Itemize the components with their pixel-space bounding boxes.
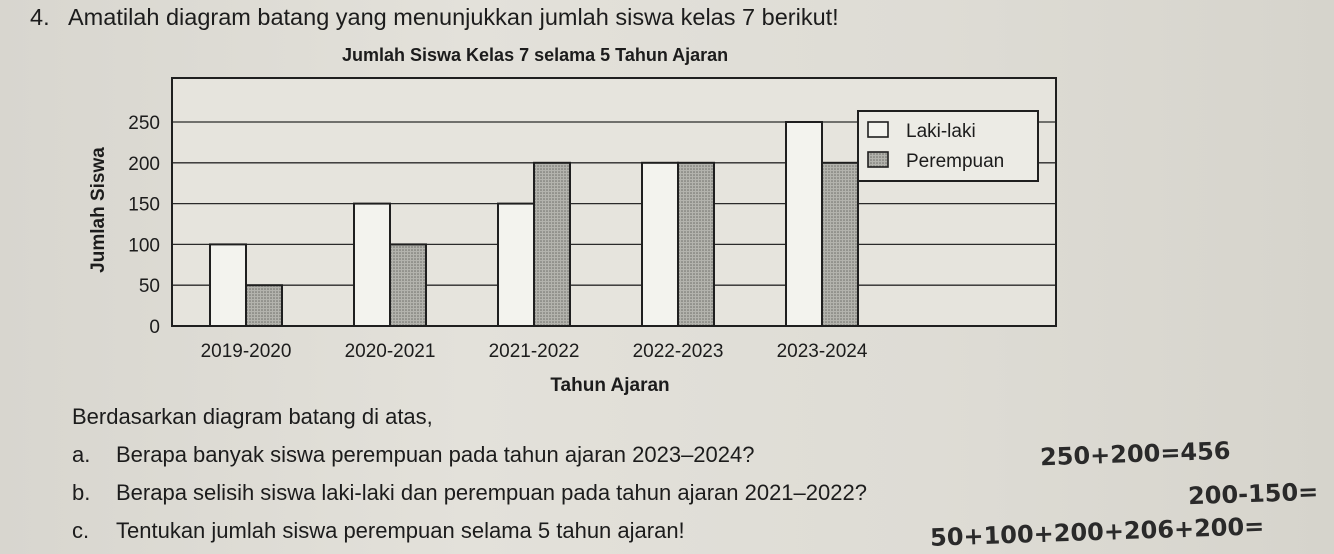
item-letter: c. — [72, 518, 90, 543]
question-item-b: b. Berapa selisih siswa laki-laki dan per… — [72, 480, 867, 506]
x-tick-label: 2021-2022 — [489, 341, 580, 362]
bar-perempuan — [245, 284, 283, 328]
item-text: Berapa banyak siswa perempuan pada tahun… — [116, 442, 755, 467]
question-item-a: a. Berapa banyak siswa perempuan pada tah… — [72, 442, 754, 468]
item-text: Tentukan jumlah siswa perempuan selama 5… — [116, 518, 685, 543]
bar-perempuan — [677, 161, 715, 327]
item-letter: a. — [72, 442, 91, 467]
question-number: 4. — [30, 4, 50, 30]
plot-frame — [171, 77, 1057, 327]
chart-title: Jumlah Siswa Kelas 7 selama 5 Tahun Ajar… — [342, 45, 729, 65]
bar-laki-laki — [641, 161, 679, 327]
y-tick-label: 150 — [128, 195, 160, 216]
bar-laki-laki — [353, 202, 391, 328]
item-letter: b. — [72, 480, 91, 505]
y-tick-label: 200 — [128, 154, 160, 175]
bar-perempuan — [389, 243, 427, 327]
bar-perempuan — [821, 161, 859, 327]
bar-laki-laki — [209, 243, 247, 327]
item-text: Berapa selisih siswa laki-laki dan perem… — [116, 480, 867, 505]
intro-text: Berdasarkan diagram batang di atas, — [72, 404, 433, 429]
bar-laki-laki — [497, 202, 535, 328]
x-tick-label: 2023-2024 — [777, 341, 868, 362]
legend-label: Perempuan — [906, 151, 1004, 172]
question-item-c: c. Tentukan jumlah siswa perempuan selama… — [72, 518, 685, 544]
question-text: Amatilah diagram batang yang menunjukkan… — [68, 4, 839, 30]
legend-swatch-laki-laki — [867, 121, 889, 138]
bar-laki-laki — [785, 121, 823, 327]
y-tick-label: 0 — [149, 317, 160, 338]
bar-perempuan — [533, 161, 571, 327]
y-axis-label: Jumlah Siswa — [88, 147, 109, 273]
legend-swatch-perempuan — [867, 151, 889, 168]
y-tick-label: 250 — [128, 113, 160, 134]
x-tick-label: 2019-2020 — [201, 341, 292, 362]
x-axis-label: Tahun Ajaran — [550, 375, 669, 396]
x-tick-label: 2022-2023 — [633, 341, 724, 362]
legend-label: Laki-laki — [906, 121, 976, 142]
question-title: 4. Amatilah diagram batang yang menunjukk… — [30, 4, 839, 31]
handwritten-answer-b: 200-150= — [1187, 477, 1319, 511]
y-tick-label: 50 — [139, 276, 160, 297]
y-tick-label: 100 — [128, 235, 160, 256]
x-tick-label: 2020-2021 — [345, 341, 436, 362]
